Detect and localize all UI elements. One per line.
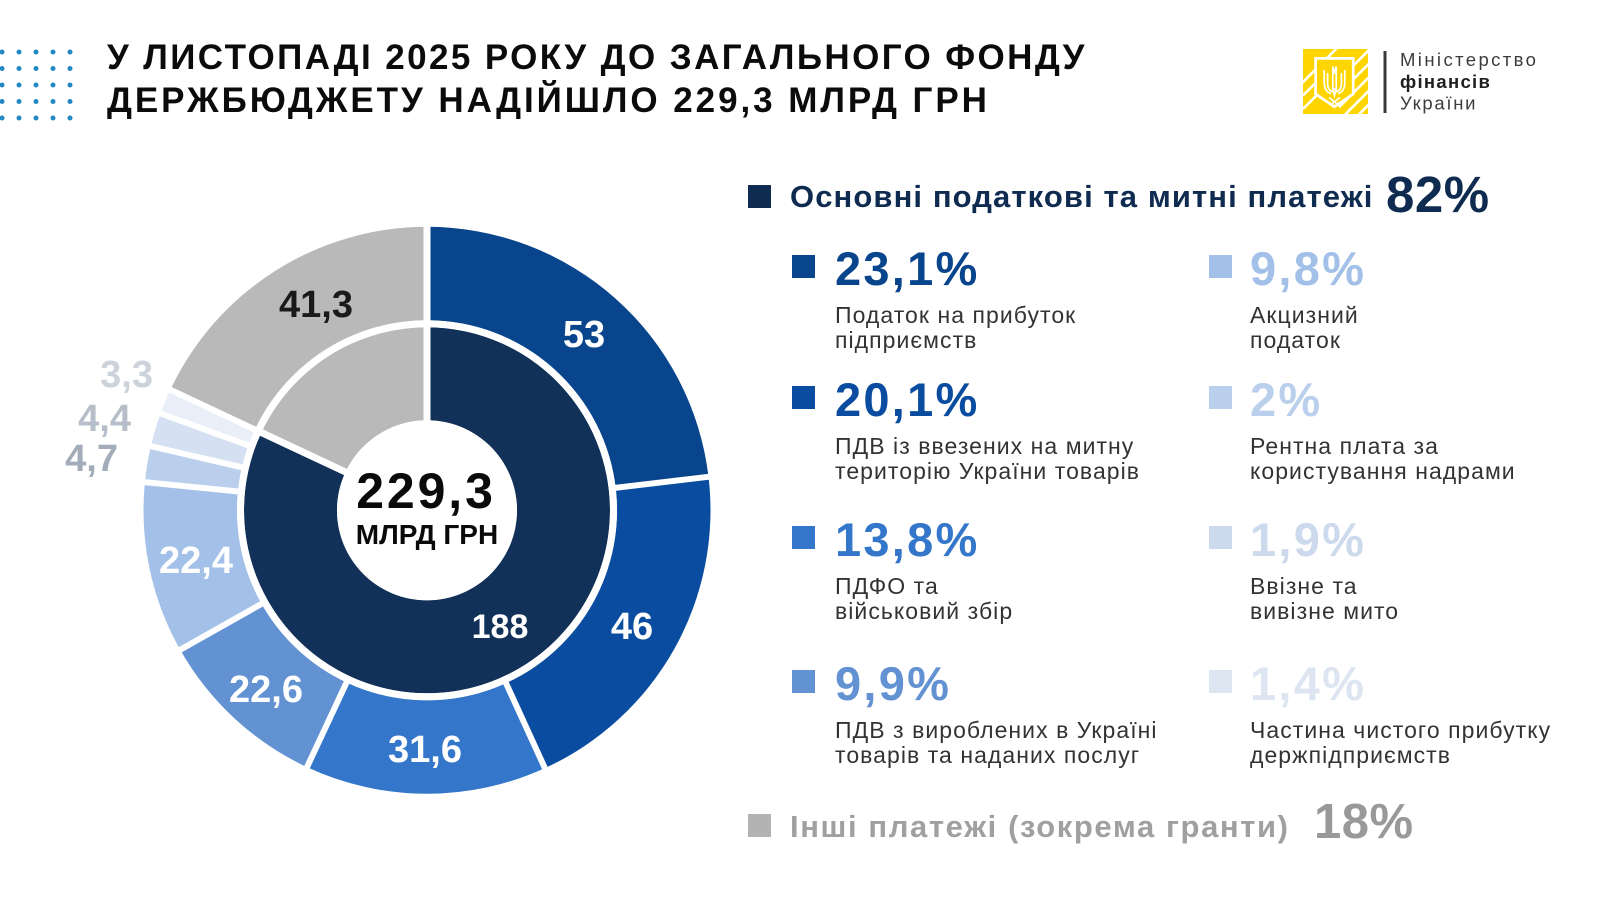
svg-text:МЛРД ГРН: МЛРД ГРН	[356, 519, 498, 550]
svg-text:188: 188	[472, 608, 529, 646]
svg-text:Міністерство: Міністерство	[1400, 49, 1538, 70]
svg-text:4,4: 4,4	[78, 398, 131, 440]
svg-text:46: 46	[611, 606, 653, 648]
svg-text:фінансів: фінансів	[1400, 71, 1491, 92]
svg-text:України: України	[1400, 93, 1477, 114]
svg-text:22,4: 22,4	[159, 540, 233, 582]
svg-text:22,6: 22,6	[229, 669, 303, 711]
svg-text:53: 53	[563, 314, 605, 356]
svg-text:4,7: 4,7	[65, 438, 118, 480]
svg-text:3,3: 3,3	[100, 354, 153, 396]
svg-text:229,3: 229,3	[356, 463, 496, 519]
svg-text:41,3: 41,3	[279, 284, 353, 326]
svg-text:31,6: 31,6	[388, 729, 462, 771]
